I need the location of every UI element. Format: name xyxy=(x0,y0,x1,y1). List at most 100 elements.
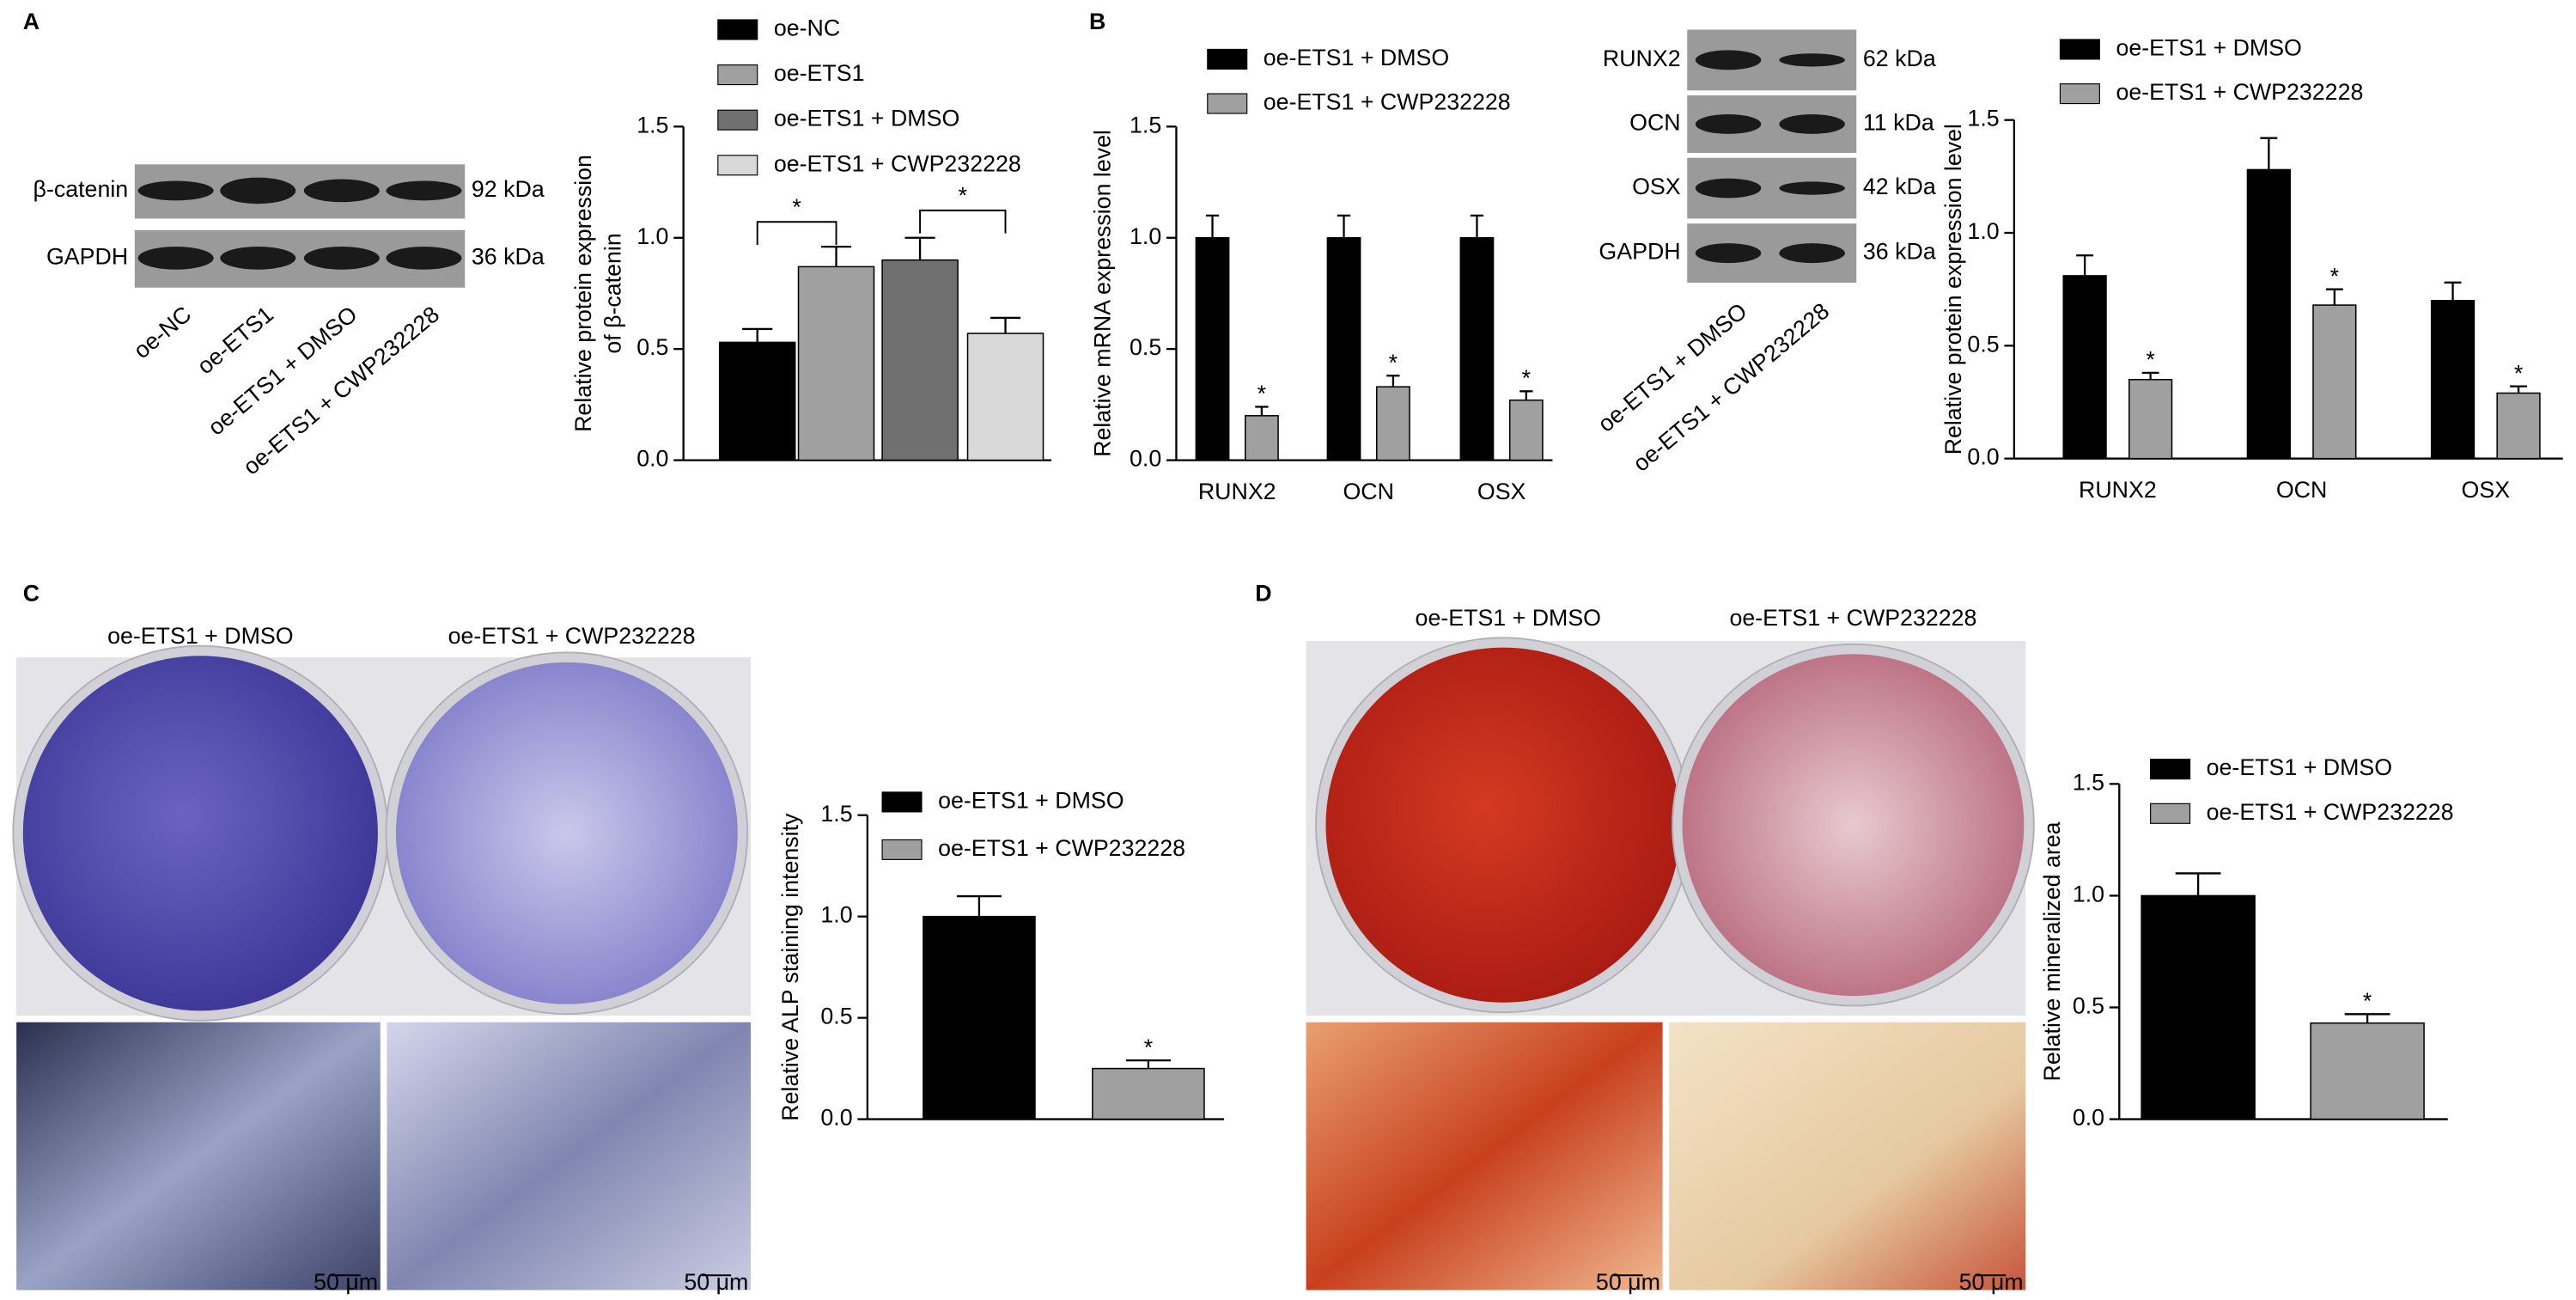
legend-label: oe-ETS1 + CWP232228 xyxy=(2116,79,2363,105)
legend-label: oe-ETS1 + CWP232228 xyxy=(938,835,1185,861)
legend-swatch xyxy=(2059,83,2100,105)
y-axis-label: Relative protein expression xyxy=(570,155,596,432)
bar xyxy=(2430,300,2476,460)
bar xyxy=(2062,275,2107,460)
legend-swatch xyxy=(717,109,758,131)
blot-band xyxy=(220,246,296,270)
bar xyxy=(1326,236,1361,461)
bar xyxy=(1195,236,1230,461)
blot-band xyxy=(137,246,214,270)
y-tick-label: 1.0 xyxy=(2073,882,2104,907)
y-tick-label: 1.0 xyxy=(820,902,852,928)
legend-label: oe-ETS1 xyxy=(774,60,865,86)
y-tick-label: 1.5 xyxy=(2073,769,2104,795)
y-tick-label: 0.5 xyxy=(636,334,668,360)
significance-bracket xyxy=(756,221,837,246)
legend-label: oe-ETS1 + DMSO xyxy=(774,106,959,131)
legend-label: oe-NC xyxy=(774,15,840,41)
y-tick-label: 1.5 xyxy=(1130,112,1161,137)
y-axis-label: Relative ALP staining intensity xyxy=(777,813,803,1121)
legend-label: oe-ETS1 + DMSO xyxy=(2116,35,2301,61)
dish xyxy=(1325,647,1681,1003)
micrograph xyxy=(387,1022,752,1291)
dish xyxy=(395,662,738,1004)
blot-band xyxy=(1779,113,1845,134)
y-tick-label: 1.0 xyxy=(1130,223,1161,249)
legend-swatch xyxy=(881,791,923,813)
y-tick-label: 1.5 xyxy=(1967,106,1999,131)
blot-row-label: RUNX2 xyxy=(1603,46,1681,71)
significance-mark: * xyxy=(792,194,801,220)
y-axis-label: Relative mRNA expression level xyxy=(1089,130,1115,457)
blot-row-label: β-catenin xyxy=(33,176,129,202)
blot-band xyxy=(1695,50,1762,70)
legend-label: oe-ETS1 + CWP232228 xyxy=(2207,799,2454,825)
y-axis-label: Relative protein expression level xyxy=(1940,124,1966,455)
blot-band xyxy=(1695,178,1762,198)
bar xyxy=(1508,399,1544,461)
y-tick-label: 0.0 xyxy=(636,446,668,472)
scale-label: 50 μm xyxy=(1959,1269,2024,1295)
blot-size-label: 62 kDa xyxy=(1863,46,1936,71)
blot-band xyxy=(220,177,296,204)
blot-band xyxy=(303,246,380,270)
y-axis-label: Relative mineralized area xyxy=(2039,821,2065,1081)
x-tick-label: OCN xyxy=(1343,479,1393,504)
bar xyxy=(2128,378,2173,460)
y-tick-label: 1.0 xyxy=(1967,218,1999,244)
legend-label: oe-ETS1 + DMSO xyxy=(1264,45,1449,70)
scale-label: 50 μm xyxy=(1596,1269,1660,1295)
blot-row-label: OSX xyxy=(1632,174,1681,199)
x-tick-label: RUNX2 xyxy=(2079,477,2157,503)
lane-label: oe-NC xyxy=(129,301,197,363)
blot-size-label: 92 kDa xyxy=(472,176,545,202)
micrograph xyxy=(16,1022,381,1291)
panel-letter: A xyxy=(23,9,40,34)
blot-row-label: GAPDH xyxy=(46,243,128,269)
blot-size-label: 36 kDa xyxy=(472,243,545,269)
blot-band xyxy=(1695,243,1762,264)
y-tick-label: 1.5 xyxy=(636,112,668,137)
significance-mark: * xyxy=(2514,360,2523,386)
bar xyxy=(1092,1067,1205,1120)
bar xyxy=(923,915,1036,1120)
y-tick-label: 0.0 xyxy=(1130,446,1161,472)
blot-size-label: 36 kDa xyxy=(1863,239,1936,265)
legend-swatch xyxy=(2059,39,2100,60)
legend-swatch xyxy=(881,839,923,860)
blot-band xyxy=(1779,243,1845,264)
scale-label: 50 μm xyxy=(314,1269,378,1295)
dish xyxy=(22,656,378,1011)
significance-mark: * xyxy=(959,183,967,209)
blot-band xyxy=(1779,53,1845,67)
legend-swatch xyxy=(2150,803,2191,824)
blot-size-label: 42 kDa xyxy=(1863,174,1936,199)
significance-mark: * xyxy=(2330,263,2339,289)
significance-mark: * xyxy=(1144,1035,1153,1060)
blot-band xyxy=(303,179,380,203)
bar xyxy=(2496,392,2541,460)
x-tick-label: OSX xyxy=(2462,477,2511,503)
significance-mark: * xyxy=(1258,381,1266,406)
legend-swatch xyxy=(717,19,758,40)
blot-band xyxy=(1779,181,1845,195)
blot-band xyxy=(386,180,462,201)
significance-mark: * xyxy=(2146,347,2154,373)
bar xyxy=(2310,1022,2425,1120)
legend-label: oe-ETS1 + DMSO xyxy=(938,787,1124,813)
x-tick-label: OCN xyxy=(2276,477,2327,503)
y-tick-label: 0.5 xyxy=(2073,993,2104,1019)
bar xyxy=(881,259,959,461)
lane-label: oe-ETS1 + DMSO xyxy=(1593,298,1752,437)
micrograph xyxy=(1306,1022,1663,1291)
y-tick-label: 0.0 xyxy=(820,1105,852,1131)
y-tick-label: 1.5 xyxy=(820,801,852,827)
blot-row-label: OCN xyxy=(1629,110,1680,136)
lane-label: oe-ETS1 + DMSO xyxy=(203,301,362,440)
y-tick-label: 0.5 xyxy=(1130,334,1161,360)
blot-row-label: GAPDH xyxy=(1599,239,1680,265)
scale-label: 50 μm xyxy=(684,1269,748,1295)
legend-swatch xyxy=(1207,93,1248,114)
y-tick-label: 0.0 xyxy=(1967,444,1999,470)
